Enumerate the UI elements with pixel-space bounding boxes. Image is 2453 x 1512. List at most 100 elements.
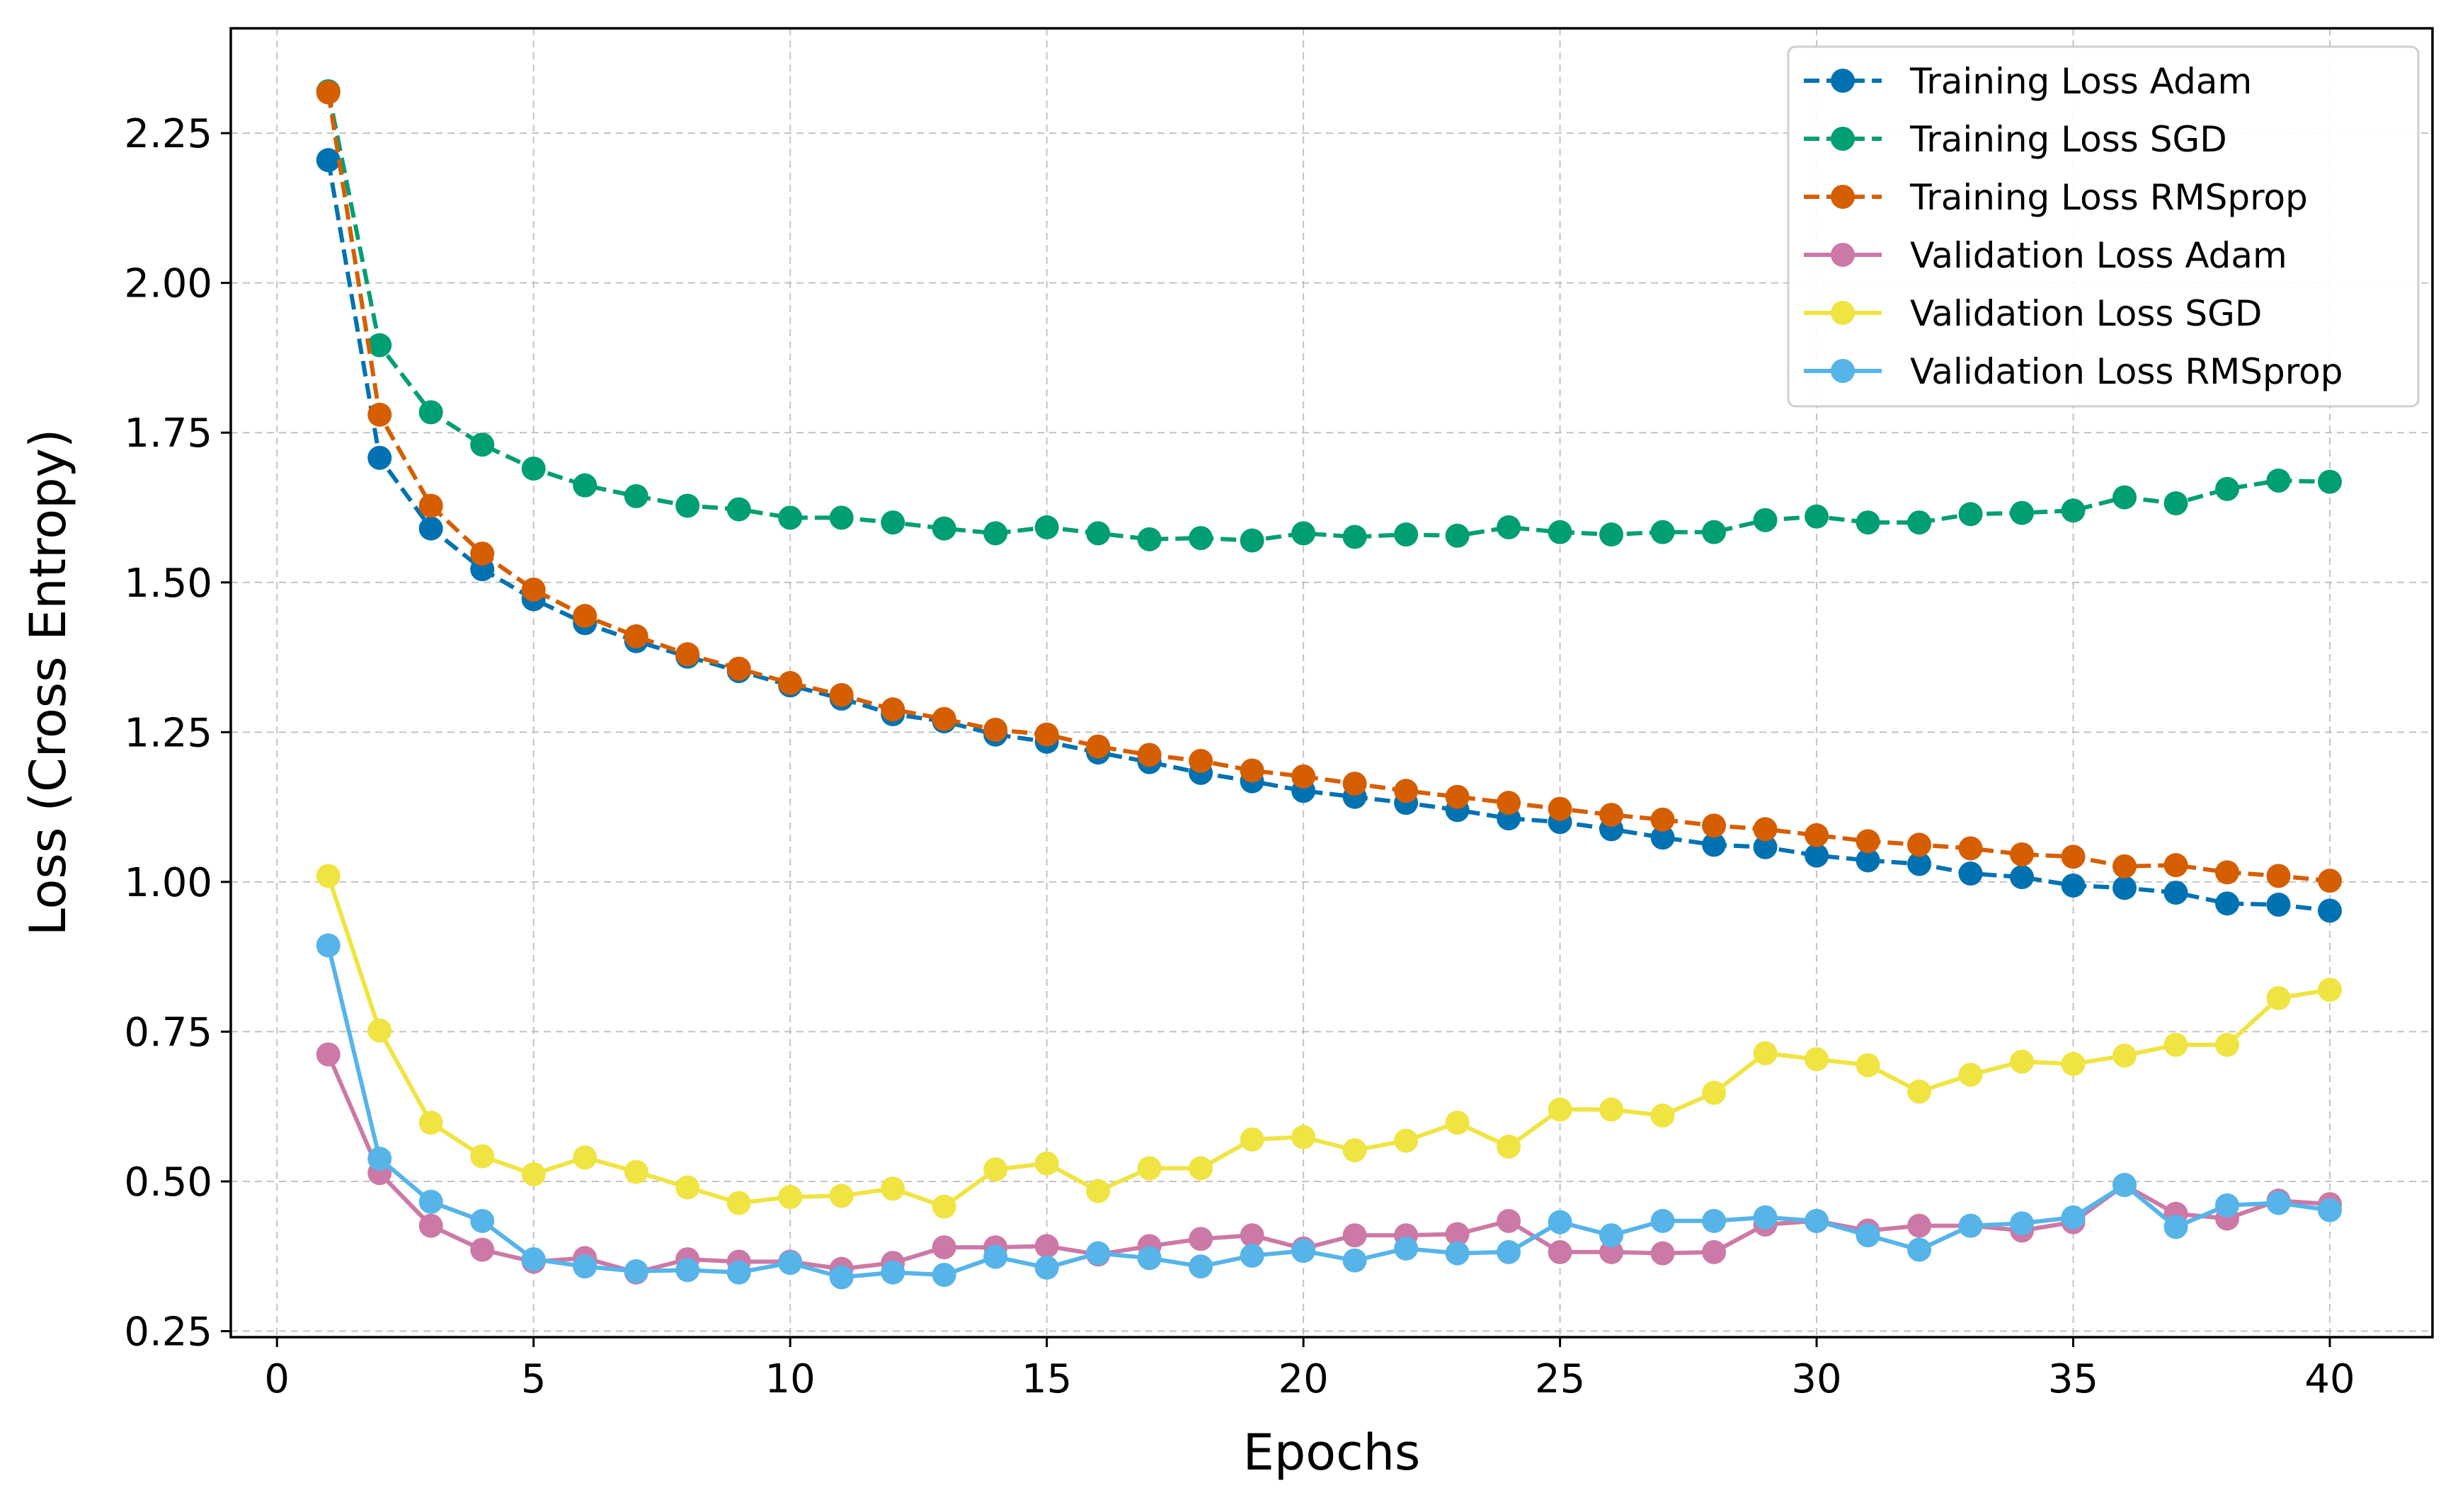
legend-marker <box>1831 359 1855 383</box>
data-point <box>1548 520 1572 544</box>
series-line <box>326 1053 2331 1275</box>
y-tick-label: 2.00 <box>124 261 212 307</box>
data-point <box>2163 491 2188 516</box>
y-tick-label: 1.50 <box>124 561 212 607</box>
y-tick-label: 1.75 <box>124 411 212 457</box>
data-point <box>1291 764 1316 789</box>
data-point <box>778 1251 803 1276</box>
data-point <box>624 1159 648 1184</box>
data-point <box>2215 476 2240 501</box>
data-point <box>1805 504 1829 529</box>
data-point <box>1497 1208 1521 1233</box>
x-tick-label: 35 <box>2048 1356 2098 1402</box>
data-point <box>1445 1241 1470 1266</box>
data-point <box>1958 502 1983 527</box>
data-point <box>470 433 495 457</box>
data-point <box>881 510 905 535</box>
data-point <box>932 706 956 731</box>
data-point <box>1240 1243 1264 1268</box>
data-point <box>1189 1156 1213 1181</box>
series-4 <box>316 864 2343 1219</box>
data-point <box>1445 523 1470 548</box>
data-point <box>2010 1049 2035 1074</box>
data-point <box>1907 832 1932 857</box>
y-tick-label: 1.25 <box>124 710 212 756</box>
data-point <box>2010 500 2035 525</box>
x-tick-label: 40 <box>2304 1356 2355 1402</box>
x-tick-label: 25 <box>1535 1356 1585 1402</box>
data-point <box>1034 515 1059 539</box>
data-point <box>1753 817 1778 842</box>
data-point <box>2061 1052 2086 1077</box>
data-point <box>1342 1223 1367 1248</box>
data-point <box>470 542 495 566</box>
data-point <box>1856 848 1880 873</box>
data-point <box>1137 1246 1162 1271</box>
data-point <box>316 864 341 888</box>
data-point <box>573 473 597 498</box>
y-axis-label: Loss (Cross Entropy) <box>19 429 77 937</box>
data-point <box>1907 1237 1932 1262</box>
data-point <box>778 1184 803 1209</box>
x-tick-label: 20 <box>1278 1356 1328 1402</box>
data-point <box>1189 748 1213 773</box>
axis-ticks: 0 5 10 15 20 25 30 35 40 0.25 0.50 0.75 1.00 1.25 1.50… <box>124 111 2355 1402</box>
data-point <box>2318 898 2343 923</box>
data-point <box>1958 861 1983 886</box>
data-point <box>2010 865 2035 890</box>
data-point <box>1189 1254 1213 1279</box>
data-point <box>1137 527 1162 551</box>
data-point <box>470 1144 495 1169</box>
data-point <box>1650 1241 1675 1266</box>
data-point <box>1189 526 1213 551</box>
legend-marker <box>1831 243 1855 267</box>
data-point <box>983 521 1008 546</box>
data-point <box>1394 779 1419 803</box>
data-point <box>418 1189 443 1214</box>
series-group <box>316 79 2343 1290</box>
legend-label: Validation Loss SGD <box>1910 293 2262 334</box>
data-point <box>1599 1223 1624 1248</box>
data-point <box>1086 1179 1111 1203</box>
x-axis-label: Epochs <box>1243 1424 1421 1482</box>
data-point <box>2163 1033 2188 1058</box>
legend-entry: Validation Loss RMSprop <box>1804 351 2343 392</box>
data-point <box>1650 1103 1675 1128</box>
data-point <box>1497 515 1521 539</box>
y-tick-label: 0.50 <box>124 1159 212 1205</box>
data-point <box>778 670 803 695</box>
data-point <box>1548 1210 1572 1235</box>
data-point <box>2318 869 2343 893</box>
y-tick-label: 2.25 <box>124 111 212 157</box>
data-point <box>778 505 803 530</box>
data-point <box>1958 1213 1983 1238</box>
data-point <box>1702 520 1727 544</box>
data-point <box>1702 1239 1727 1264</box>
data-point <box>1650 825 1675 850</box>
data-point <box>1548 1097 1572 1122</box>
data-point <box>2318 978 2343 1002</box>
data-point <box>1702 1080 1727 1105</box>
data-point <box>1137 743 1162 767</box>
data-point <box>1291 1125 1316 1150</box>
data-point <box>932 1262 956 1287</box>
data-point <box>418 493 443 518</box>
data-point <box>1189 1227 1213 1252</box>
data-point <box>1753 1041 1778 1065</box>
data-point <box>418 516 443 541</box>
data-point <box>2112 485 2137 510</box>
data-point <box>573 1254 597 1279</box>
data-point <box>675 493 700 518</box>
data-point <box>1137 1156 1162 1181</box>
data-point <box>2266 864 2291 888</box>
data-point <box>2163 1215 2188 1239</box>
data-point <box>932 1235 956 1260</box>
data-point <box>1034 722 1059 747</box>
data-point <box>624 483 648 508</box>
data-point <box>1599 1239 1624 1264</box>
data-point <box>881 1176 905 1201</box>
data-point <box>1702 832 1727 857</box>
series-line <box>326 944 2331 1280</box>
legend-label: Validation Loss Adam <box>1910 235 2287 276</box>
